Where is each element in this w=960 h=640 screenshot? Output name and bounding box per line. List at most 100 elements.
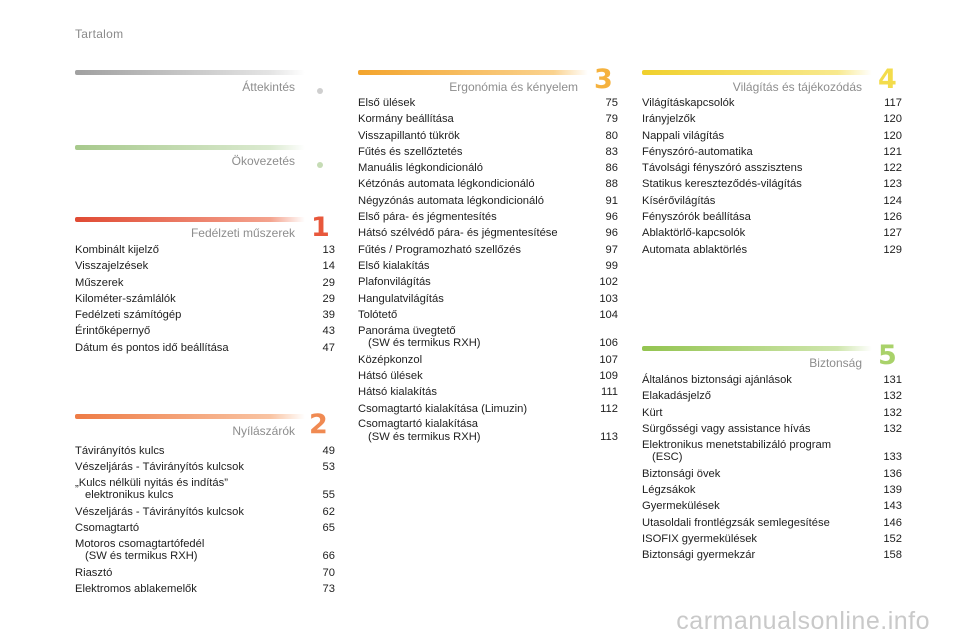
toc-entry[interactable]: ISOFIX gyermekülések 152 — [642, 531, 902, 547]
toc-entry[interactable]: Riasztó 70 — [75, 565, 335, 581]
toc-entry-page-number: 124 — [883, 194, 902, 207]
toc-entry[interactable]: Automata ablaktörlés 129 — [642, 242, 902, 258]
toc-entry-title: Irányjelzők — [642, 113, 696, 126]
toc-entry[interactable]: Biztonsági gyermekzár 158 — [642, 547, 902, 563]
toc-entry[interactable]: Kombinált kijelző 13 — [75, 242, 335, 258]
section-number-4-icon: 4 — [878, 64, 897, 95]
toc-entry-page-number: 111 — [600, 386, 618, 399]
toc-entry[interactable]: Első ülések 75 — [358, 95, 618, 111]
toc-entry-title: Hátsó kialakítás — [358, 386, 437, 399]
toc-entry[interactable]: Fényszóró-automatika 121 — [642, 144, 902, 160]
toc-entry-page-number: 83 — [605, 145, 618, 158]
section-title-attekintes[interactable]: Áttekintés — [242, 80, 295, 94]
toc-entry[interactable]: Csomagtartó kialakítása (Limuzin) 112 — [358, 401, 618, 417]
toc-entry[interactable]: Általános biztonsági ajánlások 131 — [642, 372, 902, 388]
toc-entry[interactable]: Motoros csomagtartófedél (SW és termikus … — [75, 537, 335, 566]
toc-entry-page-number: 126 — [883, 211, 902, 224]
toc-entry-title: Tolótető — [358, 308, 398, 321]
toc-entry-page-number: 133 — [883, 450, 902, 463]
toc-entry[interactable]: Biztonsági övek 136 — [642, 466, 902, 482]
toc-entry-page-number: 123 — [883, 178, 902, 191]
toc-entry[interactable]: Érintőképernyő 43 — [75, 323, 335, 339]
toc-entry[interactable]: Távolsági fényszóró asszisztens 122 — [642, 160, 902, 176]
toc-entry-title: Biztonsági gyermekzár — [642, 549, 756, 562]
section-title-vilagitas[interactable]: Világítás és tájékozódás — [732, 80, 862, 94]
toc-entry[interactable]: Kürt 132 — [642, 405, 902, 421]
toc-entry[interactable]: Csomagtartó kialakítása (SW és termikus R… — [358, 417, 618, 446]
toc-entry[interactable]: Középkonzol 107 — [358, 352, 618, 368]
toc-entry-page-number: 103 — [599, 292, 618, 305]
toc-entry-title: Biztonsági övek — [642, 467, 721, 480]
section-title-fedelzeti[interactable]: Fedélzeti műszerek — [190, 226, 295, 240]
toc-entry[interactable]: Első pára- és jégmentesítés 96 — [358, 209, 618, 225]
toc-entry[interactable]: Hangulatvilágítás 103 — [358, 291, 618, 307]
toc-entry[interactable]: Kísérővilágítás 124 — [642, 193, 902, 209]
toc-entry-page-number: 65 — [322, 522, 335, 535]
toc-entry[interactable]: Elektronikus menetstabilizáló program (ES… — [642, 437, 902, 466]
toc-entry[interactable]: Hátsó kialakítás 111 — [358, 384, 618, 400]
toc-entry-title: Kilométer-számlálók — [75, 292, 176, 305]
section-title-nyilaszarok[interactable]: Nyílászárók — [232, 424, 295, 438]
toc-entry[interactable]: Sürgősségi vagy assistance hívás 132 — [642, 421, 902, 437]
section-bar-fedelzeti — [75, 217, 305, 222]
toc-entry-title: Műszerek — [75, 276, 124, 289]
toc-entry[interactable]: Kilométer-számlálók 29 — [75, 291, 335, 307]
toc-entry[interactable]: Vészeljárás - Távirányítós kulcsok 62 — [75, 504, 335, 520]
toc-entry-page-number: 113 — [600, 430, 618, 443]
toc-entry[interactable]: Műszerek 29 — [75, 275, 335, 291]
toc-entry[interactable]: Fűtés / Programozható szellőzés 97 — [358, 242, 618, 258]
toc-entry-page-number: 121 — [883, 145, 902, 158]
toc-entry-page-number: 139 — [883, 483, 902, 496]
toc-entry-title: Kormány beállítása — [358, 113, 454, 126]
toc-entry[interactable]: Csomagtartó 65 — [75, 520, 335, 536]
toc-entry-subtitle: (ESC) — [652, 450, 683, 463]
toc-entry-page-number: 104 — [599, 308, 618, 321]
toc-entry-title: Távolsági fényszóró asszisztens — [642, 162, 803, 175]
toc-entry[interactable]: Kormány beállítása 79 — [358, 111, 618, 127]
toc-entry-page-number: 120 — [883, 113, 902, 126]
toc-entry[interactable]: Tolótető 104 — [358, 307, 618, 323]
toc-entry[interactable]: Első kialakítás 99 — [358, 258, 618, 274]
toc-entry[interactable]: Kétzónás automata légkondicionáló 88 — [358, 176, 618, 192]
toc-entry-title: Kétzónás automata légkondicionáló — [358, 178, 535, 191]
toc-entry-title: Légzsákok — [642, 483, 696, 496]
toc-entry[interactable]: Világításkapcsolók 117 — [642, 95, 902, 111]
section-title-ergonomia[interactable]: Ergonómia és kényelem — [449, 80, 578, 94]
toc-entry[interactable]: Fedélzeti számítógép 39 — [75, 307, 335, 323]
toc-entry-page-number: 86 — [605, 162, 618, 175]
toc-entry[interactable]: Elakadásjelző 132 — [642, 388, 902, 404]
toc-entry[interactable]: Elektromos ablakemelők 73 — [75, 581, 335, 597]
toc-entry[interactable]: Visszajelzések 14 — [75, 258, 335, 274]
toc-entry-title: Világításkapcsolók — [642, 97, 735, 109]
toc-entry[interactable]: Hátsó szélvédő pára- és jégmentesítése 96 — [358, 225, 618, 241]
toc-entry[interactable]: „Kulcs nélküli nyitás és indítás” elektro… — [75, 476, 335, 505]
toc-entry[interactable]: Távirányítós kulcs 49 — [75, 443, 335, 459]
section-title-okovezetes[interactable]: Ökovezetés — [231, 154, 295, 168]
toc-entry[interactable]: Fényszórók beállítása 126 — [642, 209, 902, 225]
toc-entry[interactable]: Statikus kereszteződés-világítás 123 — [642, 176, 902, 192]
toc-entry-title: Fényszórók beállítása — [642, 211, 751, 224]
toc-entry[interactable]: Négyzónás automata légkondicionáló 91 — [358, 193, 618, 209]
toc-list-vilagitas: Világításkapcsolók 117 Irányjelzők 120 Nappa… — [642, 95, 902, 258]
toc-entry[interactable]: Légzsákok 139 — [642, 482, 902, 498]
toc-entry[interactable]: Irányjelzők 120 — [642, 111, 902, 127]
toc-entry[interactable]: Hátsó ülések 109 — [358, 368, 618, 384]
toc-entry[interactable]: Dátum és pontos idő beállítása 47 — [75, 340, 335, 356]
toc-entry[interactable]: Gyermekülések 143 — [642, 498, 902, 514]
toc-entry[interactable]: Ablaktörlő-kapcsolók 127 — [642, 225, 902, 241]
section-bar-biztonsag — [642, 346, 872, 351]
toc-entry[interactable]: Fűtés és szellőztetés 83 — [358, 144, 618, 160]
toc-entry[interactable]: Nappali világítás 120 — [642, 128, 902, 144]
toc-entry[interactable]: Visszapillantó tükrök 80 — [358, 128, 618, 144]
section-title-biztonsag[interactable]: Biztonság — [809, 356, 862, 370]
toc-entry[interactable]: Panoráma üvegtető (SW és termikus RXH) 106 — [358, 323, 618, 352]
toc-entry[interactable]: Manuális légkondicionáló 86 — [358, 160, 618, 176]
toc-entry-page-number: 122 — [883, 162, 902, 175]
toc-entry-title: Négyzónás automata légkondicionáló — [358, 194, 544, 207]
toc-entry[interactable]: Plafonvilágítás 102 — [358, 274, 618, 290]
toc-list-biztonsag: Általános biztonsági ajánlások 131 Elakadá… — [642, 372, 902, 563]
toc-entry-page-number: 73 — [322, 583, 335, 596]
toc-entry-page-number: 120 — [883, 129, 902, 142]
toc-entry[interactable]: Utasoldali frontlégzsák semlegesítése 146 — [642, 515, 902, 531]
toc-entry[interactable]: Vészeljárás - Távirányítós kulcsok 53 — [75, 459, 335, 475]
